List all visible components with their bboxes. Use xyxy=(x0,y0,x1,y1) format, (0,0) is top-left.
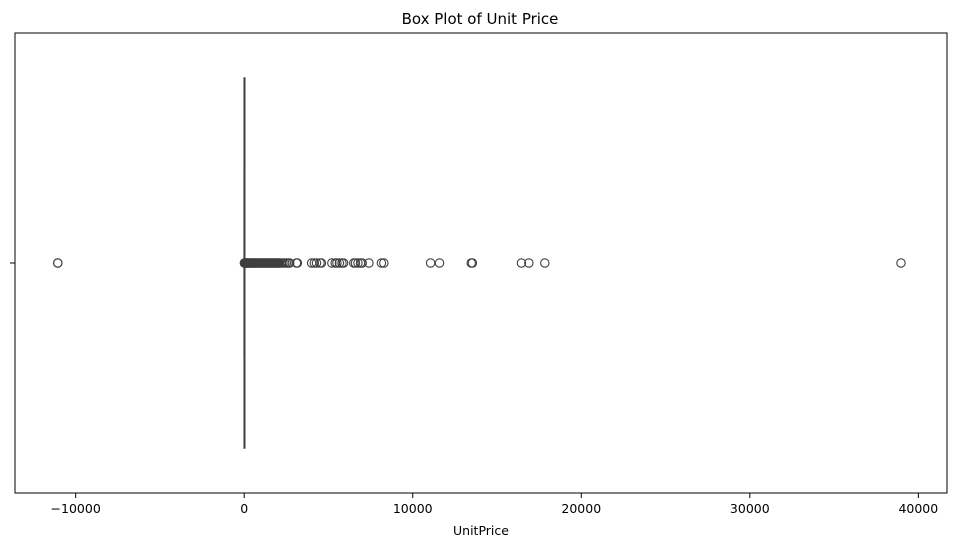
plot-area xyxy=(53,77,906,449)
x-tick-label: 10000 xyxy=(393,501,433,516)
outlier-point xyxy=(376,258,387,268)
outlier-point xyxy=(292,258,303,268)
outlier-point xyxy=(316,258,327,268)
outlier-point xyxy=(524,258,534,268)
outlier-point xyxy=(353,258,363,268)
outlier-point xyxy=(516,258,527,268)
outlier-point xyxy=(332,258,342,268)
outlier-point xyxy=(350,258,361,268)
outlier-point xyxy=(425,258,436,268)
outlier-point xyxy=(540,258,550,268)
x-axis: −10000 0 10000 20000 30000 40000 xyxy=(51,493,938,516)
outlier-point xyxy=(467,258,478,268)
outlier-point xyxy=(379,258,389,268)
x-axis-label: UnitPrice xyxy=(453,523,509,538)
outlier-point xyxy=(434,258,445,268)
x-tick-label: 0 xyxy=(240,501,248,516)
x-tick-label: −10000 xyxy=(51,501,101,516)
chart-title: Box Plot of Unit Price xyxy=(402,10,559,28)
plot-frame xyxy=(14,32,948,494)
outlier-point xyxy=(311,258,322,268)
outlier-point xyxy=(284,258,295,268)
outlier-point xyxy=(364,258,374,268)
outlier-point xyxy=(53,258,63,268)
outlier-point xyxy=(338,258,349,268)
outlier-point xyxy=(357,258,367,268)
x-tick-label: 40000 xyxy=(898,501,938,516)
outlier-point xyxy=(896,258,906,268)
outlier-point xyxy=(334,258,345,268)
outlier-point xyxy=(327,258,337,268)
x-tick-label: 20000 xyxy=(561,501,601,516)
x-tick-label: 30000 xyxy=(730,501,770,516)
